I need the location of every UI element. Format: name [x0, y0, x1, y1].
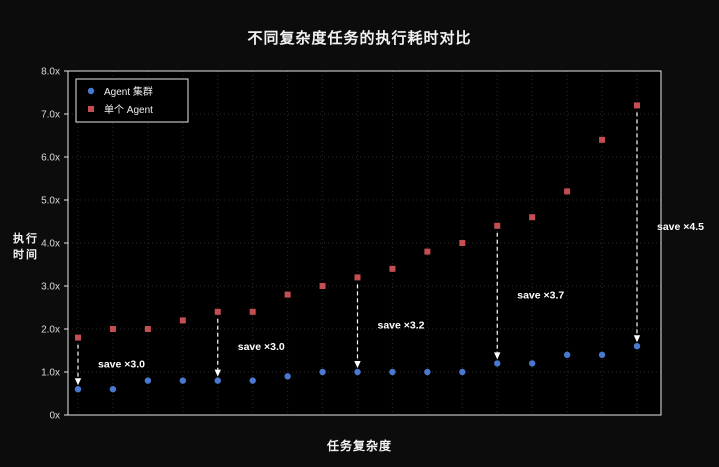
point-single-agent: [529, 214, 536, 221]
y-tick-label: 3.0x: [41, 282, 60, 293]
point-single-agent: [494, 222, 501, 229]
save-annotation: save ×3.0: [98, 358, 145, 370]
save-arrowhead: [354, 361, 361, 368]
point-agent-cluster: [354, 368, 361, 376]
point-agent-cluster: [389, 368, 396, 376]
legend-label-single-agent: 单个 Agent: [104, 104, 153, 116]
point-single-agent: [389, 265, 396, 272]
chart-title: 不同复杂度任务的执行耗时对比: [247, 30, 472, 47]
save-annotation: save ×3.0: [238, 341, 285, 353]
point-agent-cluster: [563, 351, 571, 358]
point-single-agent: [179, 317, 186, 324]
point-single-agent: [564, 188, 571, 195]
point-single-agent: [144, 326, 151, 332]
point-single-agent: [634, 102, 640, 109]
point-single-agent: [354, 274, 361, 281]
point-agent-cluster: [459, 368, 466, 376]
save-arrowhead: [494, 352, 501, 360]
point-single-agent: [459, 240, 466, 246]
point-agent-cluster: [284, 373, 291, 380]
y-tick-label: 8.0x: [41, 67, 60, 78]
point-agent-cluster: [528, 360, 536, 367]
point-agent-cluster: [424, 368, 431, 376]
legend-marker-agent-cluster: [87, 87, 95, 95]
x-axis-label: 任务复杂度: [326, 439, 392, 453]
point-agent-cluster: [494, 360, 501, 367]
point-agent-cluster: [633, 343, 641, 350]
point-single-agent: [75, 334, 81, 341]
y-tick-label: 0x: [49, 411, 60, 422]
point-agent-cluster: [144, 377, 152, 384]
point-single-agent: [424, 248, 431, 255]
save-annotation: save ×3.2: [378, 320, 425, 332]
save-arrowhead: [633, 335, 641, 343]
point-single-agent: [599, 136, 606, 143]
legend-box: [75, 78, 189, 123]
point-agent-cluster: [598, 351, 606, 358]
point-single-agent: [249, 308, 256, 315]
y-tick-label: 4.0x: [41, 239, 60, 250]
save-annotation: save ×3.7: [517, 290, 564, 302]
legend-marker-single-agent: [88, 106, 94, 112]
point-single-agent: [284, 291, 291, 298]
point-agent-cluster: [179, 377, 187, 384]
y-tick-label: 2.0x: [41, 325, 60, 336]
point-agent-cluster: [249, 377, 256, 384]
point-agent-cluster: [319, 368, 326, 376]
y-axis-label: 执行时间: [13, 233, 39, 261]
save-arrowhead: [214, 369, 221, 377]
plot-border: [67, 70, 662, 416]
save-arrowhead: [74, 378, 82, 386]
y-tick-label: 6.0x: [41, 153, 60, 164]
point-single-agent: [109, 326, 116, 332]
y-tick-label: 5.0x: [41, 196, 60, 207]
y-tick-label: 7.0x: [41, 110, 60, 121]
point-agent-cluster: [214, 377, 221, 384]
y-tick-label: 1.0x: [41, 368, 60, 379]
point-single-agent: [319, 283, 326, 289]
point-agent-cluster: [74, 386, 82, 393]
point-agent-cluster: [109, 386, 117, 393]
save-annotation: save ×4.5: [657, 221, 704, 233]
legend-label-agent-cluster: Agent 集群: [104, 85, 153, 98]
point-single-agent: [214, 308, 221, 315]
